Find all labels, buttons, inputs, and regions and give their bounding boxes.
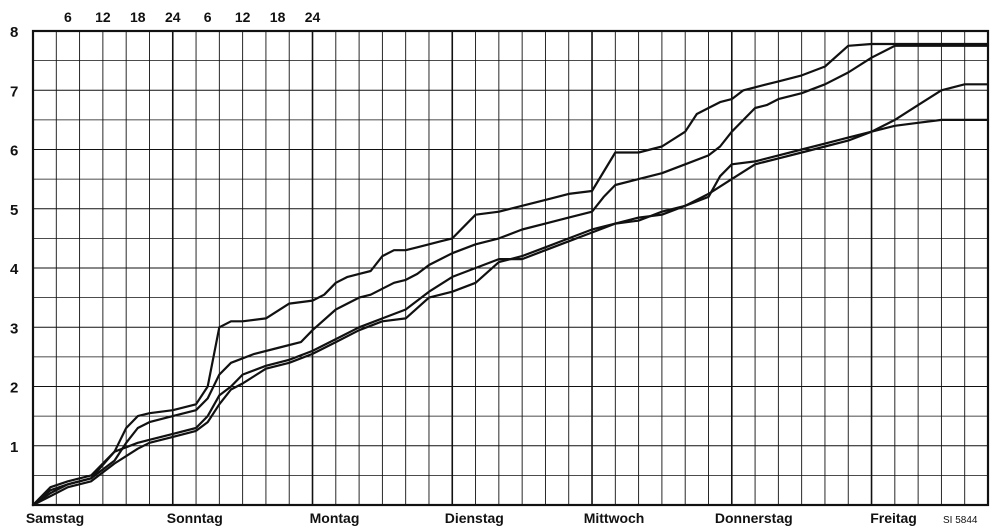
hour-tick-label: 18 <box>270 9 286 25</box>
day-label: Sonntag <box>167 510 223 526</box>
day-label: Freitag <box>870 510 917 526</box>
plot-border <box>31 29 990 507</box>
y-tick-label: 4 <box>10 261 19 278</box>
series-line-1 <box>31 42 990 507</box>
day-label: Donnerstag <box>715 510 793 526</box>
hour-tick-label: 6 <box>64 9 72 25</box>
y-axis-ticks: 1 2 3 4 5 6 7 8 <box>10 24 19 456</box>
y-tick-label: 8 <box>10 24 18 41</box>
series-layer <box>31 42 990 507</box>
reference-label: SI 5844 <box>943 515 978 526</box>
hour-axis-ticks: 6 12 18 24 6 12 18 24 <box>64 9 320 25</box>
y-tick-label: 3 <box>10 320 18 337</box>
hour-tick-label: 24 <box>305 9 321 25</box>
day-label: Dienstag <box>445 510 504 526</box>
y-tick-label: 5 <box>10 202 18 219</box>
y-tick-label: 2 <box>10 380 18 397</box>
y-tick-label: 7 <box>10 83 18 100</box>
day-axis-labels: Samstag Sonntag Montag Dienstag Mittwoch Donn… <box>26 510 917 526</box>
series-line-2 <box>31 44 990 507</box>
hour-tick-label: 6 <box>204 9 212 25</box>
y-tick-label: 1 <box>10 439 18 456</box>
day-label: Montag <box>310 510 360 526</box>
day-label: Samstag <box>26 510 84 526</box>
hour-tick-label: 18 <box>130 9 146 25</box>
hour-tick-label: 12 <box>95 9 111 25</box>
chart-grid <box>33 31 988 505</box>
series-line-3 <box>31 83 990 507</box>
day-label: Mittwoch <box>584 510 645 526</box>
y-tick-label: 6 <box>10 143 18 160</box>
hour-tick-label: 12 <box>235 9 251 25</box>
hour-tick-label: 24 <box>165 9 181 25</box>
series-line-4 <box>31 118 990 507</box>
